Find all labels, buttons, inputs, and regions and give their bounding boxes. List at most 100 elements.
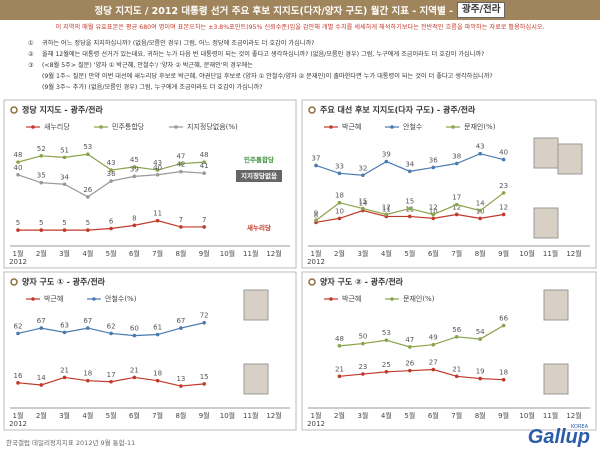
question-mark: ①: [28, 40, 34, 47]
data-point: [314, 163, 318, 168]
data-label: 67: [176, 317, 185, 325]
photo: [543, 289, 569, 321]
data-point: [132, 375, 137, 380]
question-text: 귀하는 어느 정당을 지지하십니까? (없음/모름인 경우) 그럼, 어느 정당…: [42, 40, 315, 47]
data-point: [16, 381, 20, 385]
data-point: [478, 208, 482, 213]
data-point: [501, 377, 506, 382]
question-mark: ③: [28, 62, 34, 69]
data-label: 39: [382, 151, 391, 159]
data-point: [109, 379, 113, 384]
x-tick-label: 5월: [404, 249, 415, 258]
data-point: [408, 214, 412, 219]
data-point: [109, 179, 113, 183]
note: 이 지역의 매월 유효표본은 평균 680여 명이며 표본오차는 ±3.8%포인…: [55, 24, 545, 31]
x-tick-label: 10월: [220, 249, 235, 258]
legend-label: 박근혜: [342, 294, 361, 303]
data-point: [109, 168, 113, 172]
data-label: 41: [200, 162, 209, 170]
data-point: [384, 338, 389, 343]
data-point: [86, 152, 90, 157]
logo-sub: KOREA: [571, 424, 588, 430]
legend-label: 민주통합당: [112, 122, 145, 131]
data-label: 62: [14, 322, 23, 330]
question-text: (9월 3주~ 추가) (없음/모름인 경우) 그럼, 누구에게 조금이라도 더…: [42, 84, 263, 91]
data-point: [155, 218, 160, 223]
data-label: 15: [405, 198, 414, 206]
data-label: 12: [429, 203, 438, 211]
question-mark: ②: [28, 51, 34, 58]
data-point: [361, 173, 365, 178]
data-label: 67: [83, 317, 92, 325]
logo-box: [236, 170, 282, 182]
data-label: 40: [14, 164, 23, 172]
data-label: 62: [107, 322, 116, 330]
data-label: 40: [499, 149, 508, 157]
data-point: [86, 228, 90, 232]
data-point: [62, 330, 67, 335]
x-tick-label: 7월: [451, 411, 462, 420]
data-point: [179, 326, 183, 330]
data-label: 10: [429, 207, 438, 215]
data-label: 38: [452, 153, 461, 161]
data-label: 15: [358, 198, 367, 206]
data-point: [39, 180, 44, 185]
data-label: 36: [107, 170, 116, 178]
data-point: [454, 335, 459, 339]
legend-label: 지지정당없음(%): [187, 122, 238, 131]
x-tick-label: 1월: [311, 411, 322, 420]
photo: [543, 363, 569, 395]
data-label: 50: [358, 333, 367, 341]
data-point: [132, 174, 137, 179]
question: ③ (<8월 5주> 질문) '양자 ① 박근혜, 안철수'/ '양자 ② 박근혜…: [28, 60, 594, 71]
x-tick-label: 10월: [220, 411, 235, 420]
data-label: 34: [405, 160, 414, 168]
photo: [557, 143, 583, 175]
x-tick-label: 10월: [519, 249, 534, 258]
data-label: 53: [83, 143, 92, 151]
series-line: [339, 325, 504, 348]
x-tick-label: 7월: [451, 249, 462, 258]
data-label: 27: [429, 359, 438, 367]
x-tick-label: 2월: [334, 249, 345, 258]
data-label: 12: [452, 203, 461, 211]
x-tick-label: 8월: [175, 411, 186, 420]
data-label: 32: [358, 164, 367, 172]
data-point: [337, 216, 342, 221]
data-label: 14: [358, 200, 367, 208]
data-label: 53: [382, 329, 391, 337]
data-point: [179, 161, 183, 166]
chart-title: 양자 구도 ① - 광주/전라: [22, 277, 106, 287]
x-tick-label: 1월: [311, 249, 322, 258]
data-point: [132, 165, 137, 169]
data-label: 14: [476, 200, 485, 208]
data-point: [408, 368, 412, 373]
x-tick-label: 11월: [543, 249, 558, 258]
x-tick-label: 9월: [199, 411, 210, 420]
data-point: [478, 337, 482, 341]
x-tick-label: 2월: [36, 411, 47, 420]
x-tick-label: 3월: [59, 249, 70, 258]
year-label: 2012: [9, 420, 27, 428]
data-point: [16, 172, 20, 177]
legend-label: 안철수(%): [105, 294, 137, 303]
legend-dot: [329, 125, 333, 129]
data-point: [202, 382, 206, 386]
data-point: [501, 323, 506, 328]
party-logo: 지지정당없음: [241, 171, 277, 180]
data-point: [86, 326, 90, 330]
x-tick-label: 3월: [357, 249, 368, 258]
data-label: 63: [60, 321, 69, 329]
data-point: [408, 345, 412, 349]
legend-dot: [174, 125, 178, 129]
data-point: [155, 378, 160, 383]
x-tick-label: 11월: [543, 411, 558, 420]
x-tick-label: 5월: [106, 411, 117, 420]
x-tick-label: 7월: [152, 411, 163, 420]
data-point: [454, 161, 459, 166]
data-label: 56: [452, 326, 461, 334]
chart-title: 주요 대선 후보 지지도(다자 구도) - 광주/전라: [320, 105, 476, 115]
data-point: [454, 374, 459, 379]
x-tick-label: 8월: [475, 411, 486, 420]
data-label: 54: [476, 328, 485, 336]
